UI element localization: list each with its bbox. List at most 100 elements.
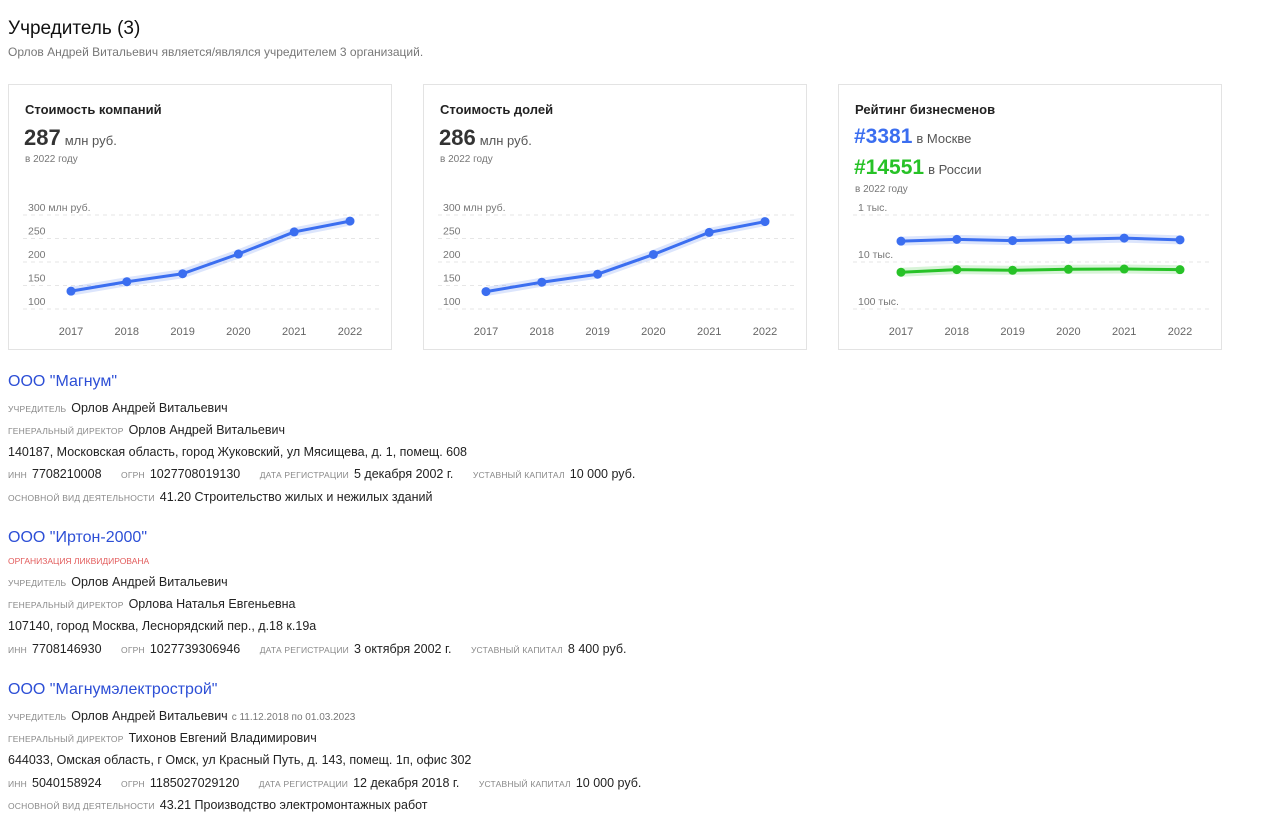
company-value-chart: 300 млн руб. 250 200 150 100 2017 2018 2019 2020… [23, 202, 381, 338]
y-tick-label: 150 [28, 273, 46, 285]
data-point [122, 277, 132, 287]
section-subtitle: Орлов Андрей Витальевич является/являлся… [8, 45, 424, 59]
data-point [1063, 264, 1073, 274]
section-title: Учредитель (3) [8, 18, 141, 39]
company-name[interactable]: ООО "Магнумэлектрострой" [8, 681, 218, 698]
y-tick-label: 300 млн руб. [28, 202, 91, 214]
shares-value-unit: млн руб. [479, 133, 532, 148]
inn-label: инн [8, 779, 27, 789]
y-tick-label: 100 [28, 296, 46, 308]
shares-value-number: 286 [439, 125, 476, 150]
director-name[interactable]: Орлов Андрей Витальевич [128, 423, 285, 437]
capital-label: уставный капитал [478, 779, 571, 789]
company-value-unit: млн руб. [64, 133, 117, 148]
series-line-shadow [481, 217, 770, 297]
ogrn-label: огрн [121, 645, 145, 655]
activity-label: основной вид деятельности [8, 801, 155, 811]
inn-value: 5040158924 [32, 776, 102, 790]
data-point [1008, 236, 1018, 246]
shares-value-card: Стоимость долей 286 млн руб. в 2022 году … [423, 84, 807, 350]
capital-label: уставный капитал [472, 470, 565, 480]
card-title: Рейтинг бизнесменов [855, 102, 996, 117]
x-tick-label: 2022 [1168, 326, 1192, 338]
ogrn-label: огрн [121, 470, 145, 480]
x-tick-label: 2018 [115, 326, 139, 338]
director-label: генеральный директор [8, 600, 124, 610]
ogrn-value: 1027708019130 [149, 467, 241, 481]
russia-rank-label: в России [928, 162, 982, 177]
x-tick-label: 2022 [753, 326, 777, 338]
founder-name[interactable]: Орлов Андрей Витальевич [71, 575, 228, 589]
series-line [69, 219, 352, 293]
x-tick-label: 2019 [585, 326, 609, 338]
director-label: генеральный директор [8, 426, 124, 436]
founder-row: учредитель Орлов Андрей Витальевич [8, 575, 228, 589]
registration-row: инн 5040158924 огрн 1185027029120 дата рег… [8, 776, 641, 790]
card-title: Стоимость компаний [25, 102, 162, 117]
data-point [952, 265, 962, 275]
data-point [1175, 265, 1185, 275]
activity-value: 43.21 Производство электромонтажных рабо… [159, 798, 428, 812]
capital-value: 10 000 руб. [575, 776, 642, 790]
x-tick-label: 2021 [697, 326, 721, 338]
company-name[interactable]: ООО "Магнум" [8, 373, 118, 390]
director-name[interactable]: Орлова Наталья Евгеньевна [128, 597, 296, 611]
data-point [952, 234, 962, 244]
founder-period: с 11.12.2018 по 01.03.2023 [231, 712, 356, 723]
inn-label: инн [8, 470, 27, 480]
reg-date-label: дата регистрации [259, 470, 349, 480]
reg-date-value: 5 декабря 2002 г. [353, 467, 454, 481]
company-name-link[interactable]: ООО "Магнум" [8, 373, 117, 391]
year-note: в 2022 году [25, 154, 78, 165]
reg-date-value: 12 декабря 2018 г. [353, 776, 460, 790]
moscow-rank-number: #3381 [854, 125, 913, 148]
founder-label: учредитель [8, 712, 67, 722]
year-note: в 2022 году [855, 184, 908, 195]
series-line [899, 267, 1182, 274]
x-tick-label: 2020 [1056, 326, 1080, 338]
company-name[interactable]: ООО "Иртон-2000" [8, 529, 147, 546]
shares-value: 286 млн руб. [439, 125, 532, 151]
data-point [1119, 233, 1129, 243]
y-tick-label: 10 тыс. [858, 249, 893, 261]
data-point [704, 227, 714, 237]
company-name-link[interactable]: ООО "Иртон-2000" [8, 529, 147, 547]
liquidated-status: организация ликвидирована [8, 556, 150, 566]
x-tick-label: 2017 [59, 326, 83, 338]
activity-label: основной вид деятельности [8, 493, 155, 503]
series-line [484, 220, 767, 294]
data-point [1063, 234, 1073, 244]
ogrn-label: огрн [121, 779, 145, 789]
company-name-link[interactable]: ООО "Магнумэлектрострой" [8, 681, 217, 699]
director-name[interactable]: Тихонов Евгений Владимирович [128, 731, 317, 745]
founder-name[interactable]: Орлов Андрей Витальевич [71, 709, 228, 723]
x-tick-label: 2021 [282, 326, 306, 338]
data-point [648, 249, 658, 259]
data-point [760, 217, 770, 227]
data-point [66, 286, 76, 296]
x-tick-label: 2018 [530, 326, 554, 338]
activity-value: 41.20 Строительство жилых и нежилых здан… [159, 490, 433, 504]
x-tick-label: 2020 [226, 326, 250, 338]
data-point [481, 287, 491, 297]
y-tick-label: 250 [443, 226, 461, 238]
y-tick-label: 100 [443, 296, 461, 308]
rating-chart: 1 тыс. 10 тыс. 100 тыс. 2017 2018 2019 2020 202… [853, 202, 1211, 338]
data-point [1175, 235, 1185, 245]
x-tick-label: 2020 [641, 326, 665, 338]
company-value: 287 млн руб. [24, 125, 117, 151]
data-point [593, 269, 603, 279]
director-row: генеральный директор Орлов Андрей Виталье… [8, 423, 285, 437]
inn-value: 7708146930 [32, 642, 102, 656]
director-row: генеральный директор Орлова Наталья Евген… [8, 597, 296, 611]
y-tick-label: 300 млн руб. [443, 202, 506, 214]
y-tick-label: 100 тыс. [858, 296, 899, 308]
x-tick-label: 2019 [1000, 326, 1024, 338]
activity-row: основной вид деятельности 41.20 Строитель… [8, 490, 432, 504]
ogrn-value: 1027739306946 [149, 642, 241, 656]
ogrn-value: 1185027029120 [149, 776, 240, 790]
reg-date-label: дата регистрации [259, 645, 349, 655]
x-tick-label: 2021 [1112, 326, 1136, 338]
founder-name[interactable]: Орлов Андрей Витальевич [71, 401, 228, 415]
